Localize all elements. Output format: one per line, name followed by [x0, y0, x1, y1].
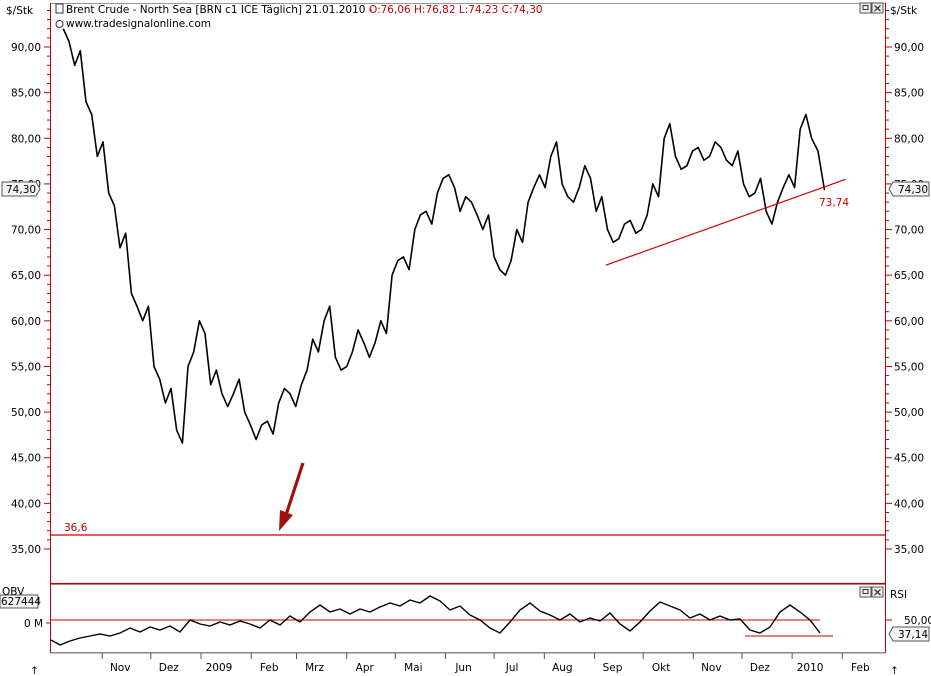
price-panel-frame	[50, 3, 886, 585]
y-tick-label: 60,00	[894, 316, 924, 328]
x-tick-label: Feb	[260, 662, 279, 674]
x-tick-label: 2009	[206, 662, 233, 674]
svg-text:74,30: 74,30	[6, 184, 36, 196]
svg-text:627444: 627444	[1, 596, 41, 608]
y-axis-right: 35,00 40,00 45,00 50,00 55,00 60,00 65,00 70,00…	[886, 9, 924, 556]
y-tick-label: 85,00	[894, 88, 924, 100]
x-tick-label: Dez	[159, 662, 180, 674]
title-icon	[55, 3, 64, 14]
y-tick-label: 40,00	[11, 498, 41, 510]
x-tick-label: Jun	[454, 662, 471, 674]
y-tick-label: 50,00	[11, 407, 41, 419]
y-tick-label: 45,00	[894, 453, 924, 465]
x-tick-label: Apr	[356, 662, 375, 674]
price-badge-right: 74,30	[888, 181, 930, 197]
right-unit-label: $/Stk	[890, 5, 918, 17]
y-tick-label: 45,00	[11, 453, 41, 465]
y-tick-label: 80,00	[894, 133, 924, 145]
y-axis-left: 35,00 40,00 45,00 50,00 55,00 60,00 65,00 70,00…	[11, 9, 50, 556]
x-tick-label: Okt	[652, 662, 670, 674]
x-tick-label: Dez	[750, 662, 771, 674]
lower-maximize-icon[interactable]	[859, 586, 872, 598]
x-tick-label: Mrz	[305, 662, 324, 674]
x-tick-label: 2010	[797, 662, 824, 674]
y-tick-label: 85,00	[11, 88, 41, 100]
price-series-line	[62, 28, 826, 444]
trendline-label: 73,74	[819, 197, 849, 209]
lower-close-icon[interactable]	[871, 586, 884, 598]
y-tick-label: 35,00	[894, 544, 924, 556]
scroll-up-arrow-right[interactable]: ↑	[890, 665, 899, 676]
indicator-line	[50, 595, 821, 646]
x-tick-label: Nov	[110, 662, 131, 674]
rsi-title: RSI	[890, 589, 907, 601]
close-icon[interactable]	[871, 2, 884, 14]
y-tick-label: 65,00	[11, 270, 41, 282]
svg-text:37,14: 37,14	[898, 629, 928, 641]
y-tick-label: 90,00	[894, 42, 924, 54]
left-unit-label: $/Stk	[6, 5, 34, 17]
lower-value-badge: 627444	[0, 594, 41, 609]
x-tick-label: Jul	[505, 662, 519, 674]
price-badge-left: 74,30	[1, 181, 41, 197]
maximize-icon[interactable]	[859, 2, 872, 14]
ohlc-readout: O:76,06 H:76,82 L:74,23 C:74,30	[369, 4, 543, 16]
x-tick-label: Nov	[701, 662, 722, 674]
web-icon	[55, 20, 64, 28]
y-tick-label: 60,00	[11, 316, 41, 328]
rsi-value-badge: 37,14	[888, 626, 930, 642]
svg-text:74,30: 74,30	[898, 184, 928, 196]
y-tick-label: 90,00	[11, 42, 41, 54]
x-tick-label: Aug	[552, 662, 573, 674]
support-label: 36,6	[64, 522, 88, 534]
y-tick-label: 40,00	[894, 498, 924, 510]
lower-zero-label: 0 M	[24, 618, 43, 630]
y-tick-label: 80,00	[11, 133, 41, 145]
y-tick-label: 55,00	[894, 361, 924, 373]
x-tick-label: Sep	[603, 662, 623, 674]
scroll-up-arrow-left[interactable]: ↑	[30, 665, 39, 676]
website-label: www.tradesignalonline.com	[66, 18, 211, 30]
x-tick-label: Feb	[851, 662, 870, 674]
rsi-level-label: 50,00	[904, 615, 931, 627]
y-tick-label: 70,00	[11, 225, 41, 237]
y-tick-label: 65,00	[894, 270, 924, 282]
chart-title: Brent Crude - North Sea [BRN c1 ICE Tägl…	[66, 4, 373, 16]
y-tick-label: 35,00	[11, 544, 41, 556]
arrow-annotation	[279, 462, 305, 531]
x-tick-label: Mai	[404, 662, 422, 674]
y-tick-label: 70,00	[894, 225, 924, 237]
y-tick-label: 50,00	[894, 407, 924, 419]
x-axis: Nov Dez 2009 Feb Mrz Apr Mai Jun Jul Aug Sep Okt Nov…	[51, 652, 885, 674]
trendline	[605, 178, 846, 266]
y-tick-label: 55,00	[11, 361, 41, 373]
